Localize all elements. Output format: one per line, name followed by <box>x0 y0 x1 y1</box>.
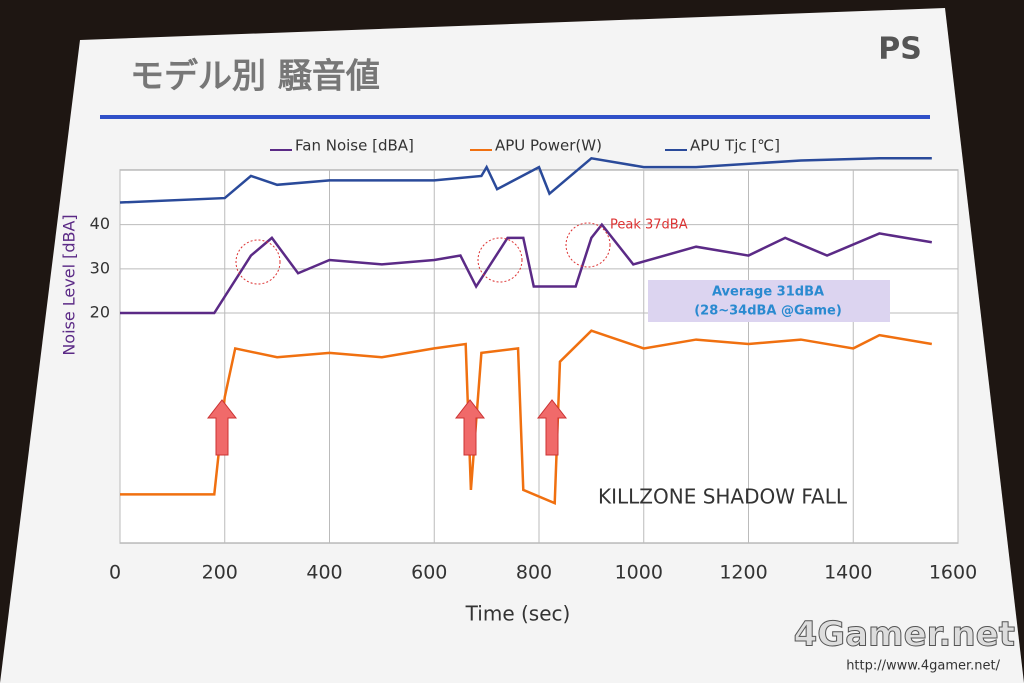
x-tick-label: 1400 <box>824 562 872 584</box>
series-line <box>120 222 933 315</box>
watermark: 4Gamer.net <box>794 615 1015 655</box>
slide-title: モデル別 騒音値 <box>130 57 380 97</box>
x-tick-label: 0 <box>109 562 121 584</box>
highlight <box>565 222 611 268</box>
title-rule <box>100 115 930 119</box>
series-line <box>119 156 932 204</box>
highlight <box>477 237 523 283</box>
annotation: KILLZONE SHADOW FALL <box>598 485 848 509</box>
legend-label: Fan Noise [dBA] <box>295 137 414 155</box>
annotation: (28~34dBA @Game) <box>694 304 842 319</box>
x-axis-label: Time (sec) <box>465 602 571 626</box>
y-tick-label: 40 <box>90 214 110 233</box>
x-tick-label: 600 <box>411 562 447 584</box>
x-tick-label: 400 <box>306 562 342 584</box>
series-line <box>120 329 933 506</box>
watermark-url: http://www.4gamer.net/ <box>846 659 1000 674</box>
legend-label: APU Power(W) <box>495 137 602 155</box>
arrows <box>206 399 568 456</box>
annotation: Peak 37dBA <box>610 218 688 233</box>
logo: PS <box>878 32 922 67</box>
x-tick-label: 1200 <box>719 562 767 584</box>
y-tick-label: 20 <box>90 303 110 322</box>
x-tick-label: 1600 <box>929 562 977 584</box>
legend-label: APU Tjc [℃] <box>690 137 780 155</box>
y-axis-label: Noise Level [dBA] <box>60 214 79 355</box>
x-tick-label: 800 <box>516 562 552 584</box>
x-tick-label: 1000 <box>615 562 663 584</box>
annotation: Average 31dBA <box>712 285 824 300</box>
x-tick-label: 200 <box>202 562 238 584</box>
highlight <box>235 239 281 285</box>
plot: 0 200 400 600 800 1000 1200 1400 1600 20 30 40 Fan N… <box>90 137 978 584</box>
average-box <box>648 280 890 322</box>
y-tick-label: 30 <box>90 258 110 277</box>
